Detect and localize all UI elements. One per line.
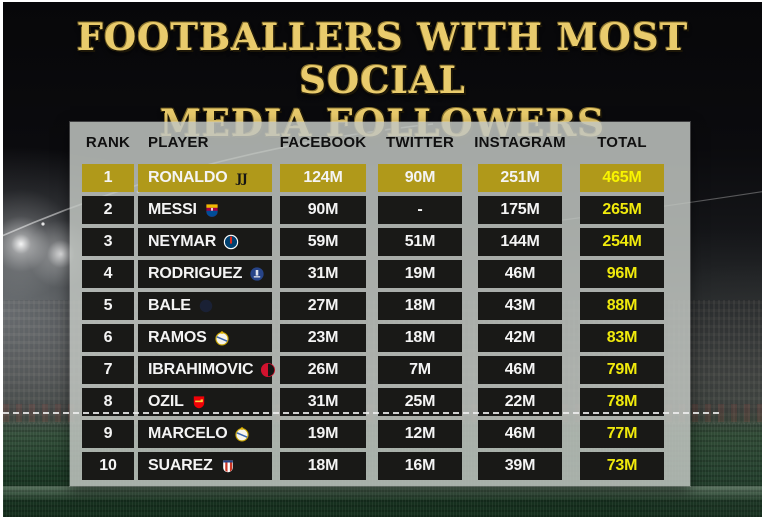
table-row-10-player: SUAREZ xyxy=(138,452,272,480)
table-row-1-twitter: 90M xyxy=(378,164,462,192)
real-madrid-badge-icon xyxy=(234,426,250,442)
table-row-4-total: 96M xyxy=(580,260,664,288)
player-name: MESSI xyxy=(148,201,197,218)
player-name: BALE xyxy=(148,297,191,314)
table-row-4-twitter: 19M xyxy=(378,260,462,288)
table-row-5-facebook: 27M xyxy=(280,292,366,320)
arsenal-badge-icon xyxy=(191,394,207,410)
real-madrid-badge-icon xyxy=(214,330,230,346)
table-row-8-total: 78M xyxy=(580,388,664,416)
column-header-player: PLAYER xyxy=(148,133,209,151)
table-row-5-total: 88M xyxy=(580,292,664,320)
column-header-rank: RANK xyxy=(85,133,131,151)
table-row-5-instagram: 43M xyxy=(478,292,562,320)
table-row-2-facebook: 90M xyxy=(280,196,366,224)
player-name: MARCELO xyxy=(148,425,228,442)
table-row-6-rank: 6 xyxy=(82,324,134,352)
table-row-2-twitter: - xyxy=(378,196,462,224)
table-row-9-total: 77M xyxy=(580,420,664,448)
player-name: IBRAHIMOVIC xyxy=(148,361,254,378)
barcelona-badge-icon xyxy=(204,202,220,218)
pitch-light-band xyxy=(3,486,762,500)
ac-milan-badge-icon xyxy=(260,362,276,378)
table-row-2-total: 265M xyxy=(580,196,664,224)
table-row-7-twitter: 7M xyxy=(378,356,462,384)
table-row-10-instagram: 39M xyxy=(478,452,562,480)
page-title-line1: FOOTBALLERS WITH MOST SOCIAL xyxy=(76,15,689,102)
table-row-8-player: OZIL xyxy=(138,388,272,416)
table-row-1-player: RONALDO JJ xyxy=(138,164,272,192)
table-row-3-total: 254M xyxy=(580,228,664,256)
table-row-2-player: MESSI xyxy=(138,196,272,224)
table-row-1-total: 465M xyxy=(580,164,664,192)
table-row-1-facebook: 124M xyxy=(280,164,366,192)
table-row-9-twitter: 12M xyxy=(378,420,462,448)
player-name: RAMOS xyxy=(148,329,207,346)
psg-badge-icon xyxy=(223,234,239,250)
column-header-facebook: FACEBOOK xyxy=(279,133,367,151)
followers-table: RANK PLAYER FACEBOOK TWITTER INSTAGRAM T… xyxy=(70,122,690,486)
faded-badge-icon xyxy=(198,298,214,314)
column-header-twitter: TWITTER xyxy=(385,133,455,151)
table-row-6-twitter: 18M xyxy=(378,324,462,352)
table-row-5-player: BALE xyxy=(138,292,272,320)
column-header-instagram: INSTAGRAM xyxy=(474,133,566,151)
player-name: OZIL xyxy=(148,393,184,410)
table-row-4-rank: 4 xyxy=(82,260,134,288)
table-row-10-twitter: 16M xyxy=(378,452,462,480)
stadium-background: FOOTBALLERS WITH MOST SOCIAL MEDIA FOLLO… xyxy=(3,2,762,517)
table-row-5-rank: 5 xyxy=(82,292,134,320)
table-row-4-facebook: 31M xyxy=(280,260,366,288)
table-row-9-rank: 9 xyxy=(82,420,134,448)
table-row-5-twitter: 18M xyxy=(378,292,462,320)
table-row-6-facebook: 23M xyxy=(280,324,366,352)
table-row-6-instagram: 42M xyxy=(478,324,562,352)
atletico-badge-icon xyxy=(220,458,236,474)
table-row-3-player: NEYMAR xyxy=(138,228,272,256)
player-name: RODRIGUEZ xyxy=(148,265,243,282)
table-row-9-instagram: 46M xyxy=(478,420,562,448)
dashed-seam-line xyxy=(3,412,719,414)
table-row-3-rank: 3 xyxy=(82,228,134,256)
table-row-1-instagram: 251M xyxy=(478,164,562,192)
juventus-badge-icon: JJ xyxy=(234,170,250,186)
table-row-10-facebook: 18M xyxy=(280,452,366,480)
column-header-total: TOTAL xyxy=(597,133,647,151)
table-row-10-total: 73M xyxy=(580,452,664,480)
player-name: SUAREZ xyxy=(148,457,213,474)
svg-text:JJ: JJ xyxy=(236,171,249,185)
table-row-9-facebook: 19M xyxy=(280,420,366,448)
table-row-4-player: RODRIGUEZ xyxy=(138,260,272,288)
table-row-3-instagram: 144M xyxy=(478,228,562,256)
table-row-6-player: RAMOS xyxy=(138,324,272,352)
table-row-6-total: 83M xyxy=(580,324,664,352)
table-row-8-rank: 8 xyxy=(82,388,134,416)
table-row-10-rank: 10 xyxy=(82,452,134,480)
player-name: NEYMAR xyxy=(148,233,217,250)
table-row-7-player: IBRAHIMOVIC xyxy=(138,356,276,384)
table-row-8-twitter: 25M xyxy=(378,388,462,416)
table-row-4-instagram: 46M xyxy=(478,260,562,288)
table-row-7-facebook: 26M xyxy=(280,356,366,384)
table-row-2-instagram: 175M xyxy=(478,196,562,224)
table-row-8-instagram: 22M xyxy=(478,388,562,416)
table-row-7-total: 79M xyxy=(580,356,664,384)
table-row-3-facebook: 59M xyxy=(280,228,366,256)
table-row-7-rank: 7 xyxy=(82,356,134,384)
player-name: RONALDO xyxy=(148,169,228,186)
table-row-2-rank: 2 xyxy=(82,196,134,224)
table-row-1-rank: 1 xyxy=(82,164,134,192)
table-row-9-player: MARCELO xyxy=(138,420,272,448)
table-row-8-facebook: 31M xyxy=(280,388,366,416)
table-row-3-twitter: 51M xyxy=(378,228,462,256)
table-row-7-instagram: 46M xyxy=(478,356,562,384)
everton-badge-icon xyxy=(249,266,265,282)
